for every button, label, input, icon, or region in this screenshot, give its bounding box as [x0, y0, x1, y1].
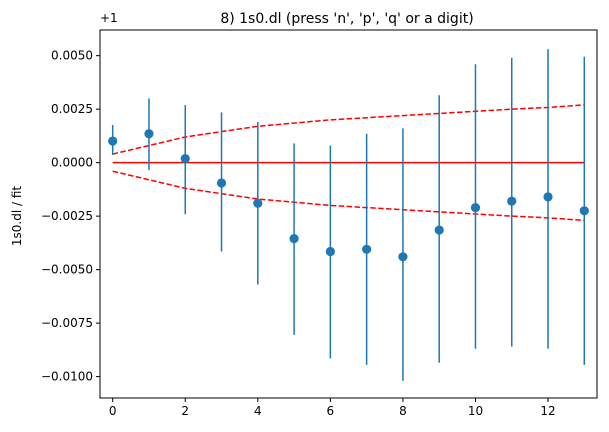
- data-point: [253, 198, 263, 208]
- chart-title: 8) 1s0.dl (press 'n', 'p', 'q' or a digi…: [220, 11, 473, 27]
- data-point: [325, 246, 335, 257]
- data-point: [180, 153, 190, 164]
- upper-bound-line: [112, 104, 585, 155]
- x-tick-label: 0: [109, 404, 117, 418]
- data-point: [398, 252, 408, 262]
- axis-offset-label: +1: [100, 11, 118, 25]
- axes-frame: 0 2 4 6 8 10 12 0.0050 0.0025 0.0000 −0.0025 −0.005…: [41, 29, 598, 418]
- x-tick-label: 12: [540, 404, 555, 418]
- axes-border: [99, 29, 598, 399]
- data-point: [289, 234, 299, 244]
- y-tick-label: 0.0025: [51, 102, 93, 116]
- data-point: [543, 192, 553, 202]
- data-point: [579, 206, 589, 216]
- y-tick-label: 0.0050: [51, 49, 93, 63]
- plot-area: [108, 49, 589, 381]
- y-tick-label: −0.0100: [41, 370, 93, 384]
- x-tick-label: 8: [399, 404, 407, 418]
- data-point: [108, 136, 118, 146]
- x-tick-label: 2: [181, 404, 189, 418]
- y-tick-label: −0.0025: [41, 209, 93, 223]
- x-tick-label: 10: [468, 404, 483, 418]
- lower-bound-line: [112, 170, 585, 222]
- data-point: [144, 129, 154, 139]
- data-point: [216, 178, 227, 188]
- data-point: [507, 196, 517, 206]
- data-point: [362, 244, 372, 254]
- x-tick-label: 6: [327, 404, 335, 418]
- y-tick-label: −0.0075: [41, 316, 93, 330]
- y-tick-label: −0.0050: [41, 263, 93, 277]
- data-point: [434, 225, 444, 235]
- x-tick-label: 4: [254, 404, 262, 418]
- data-point: [470, 202, 481, 213]
- y-tick-label: 0.0000: [51, 156, 93, 170]
- y-axis-label: 1s0.dl / fit: [10, 186, 24, 247]
